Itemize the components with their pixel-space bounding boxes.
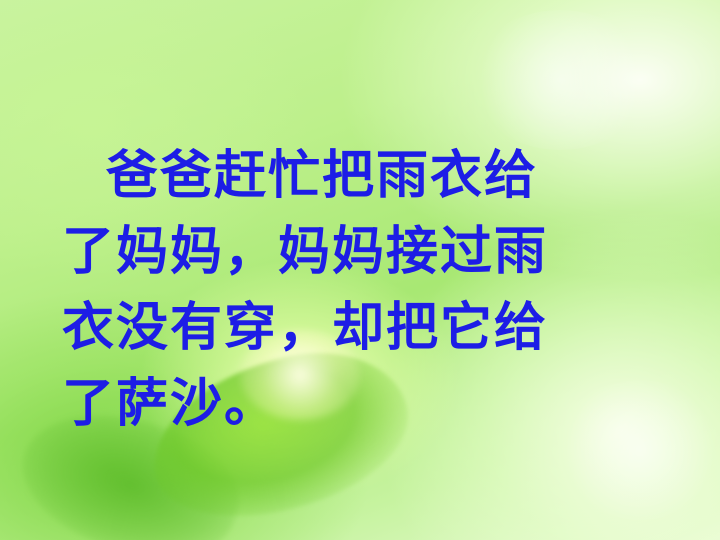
story-line-2: 了妈妈，妈妈接过雨 [62, 222, 549, 282]
story-line-4: 了萨沙。 [62, 374, 279, 434]
story-line-1: 爸爸赶忙把雨衣给 [106, 146, 539, 206]
background-light-glow [240, 330, 360, 420]
story-paragraph: 爸爸赶忙把雨衣给 了妈妈，妈妈接过雨 衣没有穿，却把它给 了萨沙。 [62, 138, 622, 442]
background-bokeh [470, 10, 650, 150]
story-line-3: 衣没有穿，却把它给 [62, 298, 549, 358]
background-bokeh [560, 380, 720, 520]
